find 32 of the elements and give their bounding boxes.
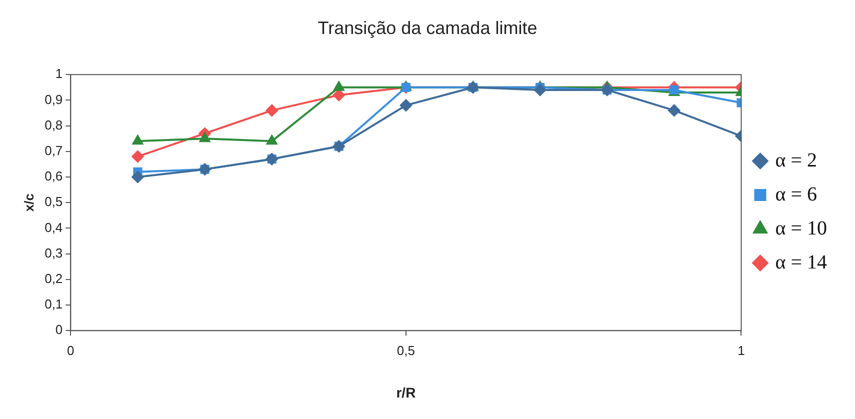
- y-tick-label: 1: [55, 66, 63, 82]
- y-tick-label: 0,4: [44, 220, 63, 235]
- legend-label: α = 10: [775, 217, 828, 240]
- point: [334, 81, 344, 91]
- legend-label: α = 2: [775, 149, 818, 172]
- point: [132, 150, 144, 163]
- legend-label: α = 14: [775, 251, 828, 274]
- y-tick-label: 0,2: [44, 270, 63, 286]
- y-tick-label: 0: [55, 322, 63, 338]
- y-tick-label: 0,3: [44, 245, 63, 260]
- x-tick-label: 0,5: [396, 342, 415, 358]
- y-tick-label: 0,5: [44, 194, 63, 210]
- y-tick-label: 0,9: [44, 92, 63, 107]
- legend-label: α = 6: [775, 183, 818, 206]
- x-tick-label: 1: [738, 342, 745, 358]
- y-tick-label: 0,8: [44, 117, 63, 132]
- y-tick-label: 0,1: [44, 296, 63, 312]
- point: [132, 135, 144, 145]
- y-tick-label: 0,7: [44, 142, 63, 158]
- point: [534, 84, 546, 96]
- point: [400, 99, 412, 112]
- point: [266, 135, 278, 145]
- x-tick-label: 0: [67, 342, 74, 358]
- point: [266, 104, 278, 116]
- point: [332, 89, 345, 102]
- x-axis-title: r/R: [396, 384, 416, 400]
- point: [668, 104, 680, 116]
- y-tick-label: 0,6: [44, 168, 63, 184]
- y-axis-title: x/c: [21, 194, 36, 212]
- point: [132, 171, 144, 183]
- point: [199, 132, 210, 142]
- chart-title: Transição da camada limite: [318, 18, 538, 38]
